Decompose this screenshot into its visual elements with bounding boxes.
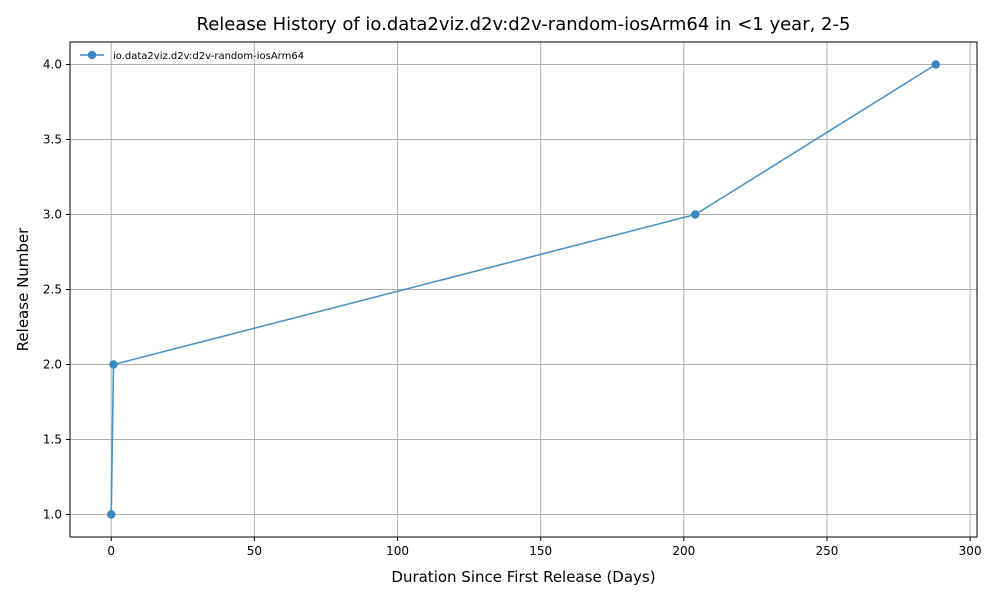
y-tick-label: 3.5 — [43, 133, 62, 147]
legend: io.data2viz.d2v:d2v-random-iosArm64 — [80, 50, 304, 62]
y-tick-label: 1.0 — [43, 508, 62, 522]
x-tick-label: 50 — [247, 544, 262, 558]
grid — [70, 42, 977, 537]
x-tick-label: 0 — [107, 544, 115, 558]
chart-title: Release History of io.data2viz.d2v:d2v-r… — [197, 14, 851, 35]
x-tick-label: 250 — [816, 544, 839, 558]
x-tick-label: 150 — [529, 544, 552, 558]
x-tick-label: 300 — [959, 544, 982, 558]
data-point — [109, 360, 118, 369]
data-point — [691, 210, 700, 219]
y-tick-label: 4.0 — [43, 58, 62, 72]
y-axis-label: Release Number — [14, 227, 32, 351]
data-point — [931, 60, 940, 69]
y-tick-label: 1.5 — [43, 433, 62, 447]
y-tick-label: 2.5 — [43, 283, 62, 297]
legend-label: io.data2viz.d2v:d2v-random-iosArm64 — [113, 51, 304, 62]
x-axis-ticks: 0 50 100 150 200 250 300 — [107, 537, 982, 558]
legend-point-marker — [87, 50, 97, 60]
series-layer — [107, 60, 940, 519]
y-tick-label: 3.0 — [43, 208, 62, 222]
x-tick-label: 200 — [672, 544, 695, 558]
series-line — [110, 63, 937, 515]
x-axis-label: Duration Since First Release (Days) — [391, 568, 655, 586]
y-axis-ticks: 1.0 1.5 2.0 2.5 3.0 3.5 4.0 — [43, 58, 70, 522]
data-point — [107, 510, 116, 519]
y-tick-label: 2.0 — [43, 358, 62, 372]
x-tick-label: 100 — [386, 544, 409, 558]
